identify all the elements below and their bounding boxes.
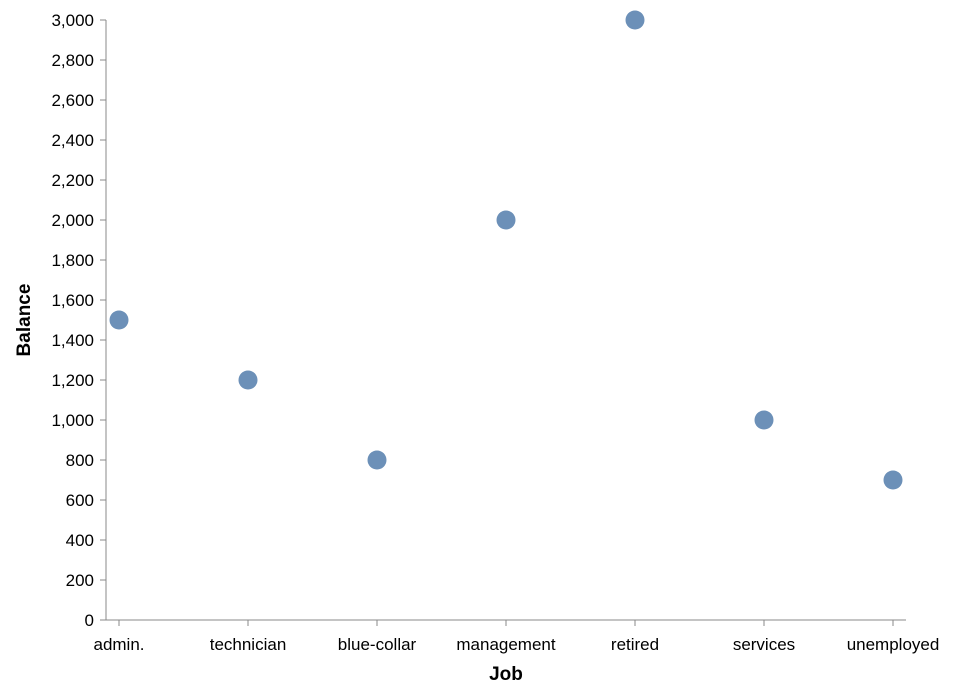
x-tick-label: blue-collar [338,635,417,654]
y-tick-label: 400 [66,531,94,550]
x-tick-label: technician [210,635,287,654]
y-tick-label: 800 [66,451,94,470]
data-point-services [754,410,774,430]
y-axis: 0 200 400 600 800 1,000 1,200 1,400 1,600 1,800 2,… [51,11,107,630]
y-tick-label: 200 [66,571,94,590]
data-point-technician [238,370,258,390]
y-tick-label: 2,800 [51,51,94,70]
x-axis-title: Job [489,664,523,685]
x-tick-label: management [456,635,556,654]
x-axis: admin. technician blue-collar management ret… [93,619,940,654]
y-tick-label: 1,000 [51,411,94,430]
data-point-management [496,210,516,230]
y-tick-label: 2,200 [51,171,94,190]
x-tick-label: admin. [93,635,144,654]
y-tick-label: 1,400 [51,331,94,350]
data-point-unemployed [883,470,903,490]
y-axis-title: Balance [14,284,35,357]
x-tick-label: retired [611,635,659,654]
y-tick-label: 3,000 [51,11,94,30]
y-tick-label: 2,600 [51,91,94,110]
x-tick-label: services [733,635,795,654]
data-points [109,10,903,490]
data-point-blue-collar [367,450,387,470]
y-tick-label: 2,400 [51,131,94,150]
x-tick-label: unemployed [847,635,940,654]
y-tick-label: 600 [66,491,94,510]
y-tick-label: 1,600 [51,291,94,310]
y-tick-label: 0 [85,611,94,630]
y-tick-label: 1,200 [51,371,94,390]
y-tick-label: 1,800 [51,251,94,270]
y-tick-label: 2,000 [51,211,94,230]
data-point-retired [625,10,645,30]
data-point-admin [109,310,129,330]
